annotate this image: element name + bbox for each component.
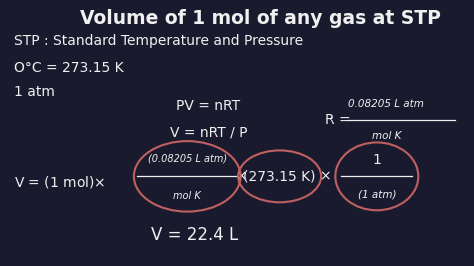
Text: R =: R = [325,113,350,127]
Text: $\times$: $\times$ [319,169,330,183]
Text: PV = nRT: PV = nRT [176,99,241,113]
Text: STP : Standard Temperature and Pressure: STP : Standard Temperature and Pressure [14,34,303,48]
Text: V = (1 mol)$\times$: V = (1 mol)$\times$ [14,174,106,190]
Text: mol K: mol K [372,131,401,141]
Text: $\times$: $\times$ [235,169,246,183]
Text: mol K: mol K [173,190,201,201]
Text: V = nRT / P: V = nRT / P [170,126,247,140]
Text: 1: 1 [373,153,381,167]
Text: O°C = 273.15 K: O°C = 273.15 K [14,61,124,75]
Text: V = 22.4 L: V = 22.4 L [151,226,238,244]
Text: (273.15 K): (273.15 K) [244,169,316,183]
Text: (0.08205 L atm): (0.08205 L atm) [148,153,227,163]
Text: 0.08205 L atm: 0.08205 L atm [348,99,424,109]
Text: (1 atm): (1 atm) [357,189,396,199]
Text: Volume of 1 mol of any gas at STP: Volume of 1 mol of any gas at STP [80,9,441,28]
Text: 1 atm: 1 atm [14,85,55,99]
